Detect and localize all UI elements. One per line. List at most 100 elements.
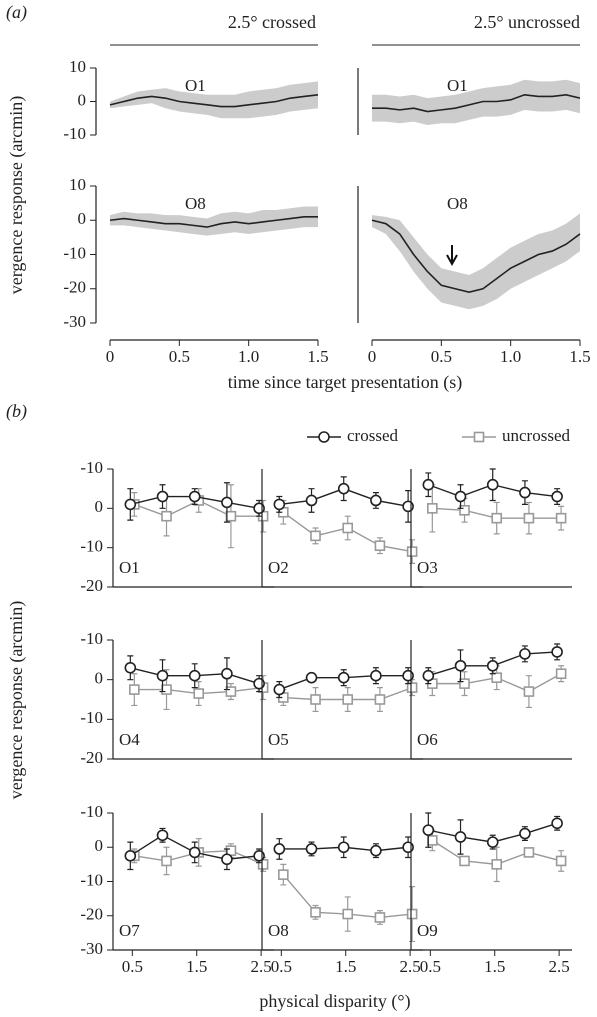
y-axis-label: vergence response (arcmin) bbox=[6, 601, 27, 800]
subplot-title: O9 bbox=[417, 921, 438, 940]
marker bbox=[193, 688, 205, 699]
y-tick-label: 0 bbox=[95, 497, 104, 516]
x-axis-label: time since target presentation (s) bbox=[228, 372, 463, 393]
subplot-title: O8 bbox=[447, 194, 468, 213]
y-tick-label: 0 bbox=[78, 90, 87, 109]
marker bbox=[422, 478, 435, 491]
marker bbox=[491, 859, 503, 870]
column-title: 2.5° crossed bbox=[228, 12, 316, 32]
marker bbox=[305, 843, 318, 855]
marker bbox=[129, 684, 140, 695]
y-tick-label: 0 bbox=[78, 209, 87, 228]
marker bbox=[422, 824, 435, 836]
y-axis-label: vergence response (arcmin) bbox=[6, 96, 27, 295]
column-title: 2.5° uncrossed bbox=[474, 12, 580, 32]
marker bbox=[161, 510, 172, 522]
subplot-title: O8 bbox=[268, 921, 289, 940]
y-tick-label: 10 bbox=[69, 57, 86, 76]
subplot-title: O5 bbox=[268, 730, 289, 749]
marker bbox=[161, 855, 172, 867]
legend-marker bbox=[318, 431, 330, 443]
annotation-arrow bbox=[446, 245, 458, 267]
y-tick-label: 0 bbox=[95, 836, 104, 855]
legend-label: uncrossed bbox=[502, 426, 570, 445]
marker bbox=[305, 671, 318, 684]
y-tick-label: -20 bbox=[80, 905, 103, 924]
marker bbox=[337, 482, 350, 495]
marker bbox=[555, 855, 567, 867]
marker bbox=[454, 831, 467, 843]
legend-label: crossed bbox=[347, 426, 398, 445]
marker bbox=[156, 669, 169, 682]
mean-line bbox=[109, 216, 318, 228]
marker bbox=[402, 500, 414, 513]
x-tick-label: 0 bbox=[368, 347, 377, 366]
y-tick-label: -10 bbox=[63, 243, 86, 262]
marker bbox=[221, 667, 233, 680]
x-tick-label: 1.5 bbox=[186, 957, 207, 976]
marker bbox=[342, 908, 354, 920]
y-tick-label: -10 bbox=[80, 708, 103, 727]
mean-line bbox=[371, 219, 581, 293]
y-tick-label: -10 bbox=[80, 870, 103, 889]
marker bbox=[156, 490, 169, 503]
subplot-title: O3 bbox=[417, 558, 438, 577]
x-tick-label: 1.5 bbox=[307, 347, 328, 366]
confidence-band bbox=[110, 81, 318, 119]
mean-line bbox=[372, 93, 581, 113]
legend-marker bbox=[473, 431, 485, 443]
marker bbox=[156, 829, 169, 842]
marker bbox=[124, 498, 137, 511]
marker bbox=[519, 486, 531, 499]
confidence-band bbox=[110, 206, 318, 236]
marker bbox=[519, 648, 531, 660]
x-tick-label: 0.5 bbox=[169, 347, 190, 366]
marker bbox=[406, 682, 418, 693]
marker bbox=[427, 835, 438, 846]
marker bbox=[491, 672, 503, 683]
marker bbox=[519, 827, 531, 840]
mean-line bbox=[109, 94, 319, 108]
marker bbox=[161, 684, 172, 695]
marker bbox=[310, 907, 321, 918]
y-tick-label: -30 bbox=[63, 312, 86, 331]
marker bbox=[523, 686, 535, 697]
x-tick-label: 2.5 bbox=[250, 957, 271, 976]
y-tick-label: -10 bbox=[80, 537, 103, 556]
panel-label: (a) bbox=[6, 2, 27, 23]
x-tick-label: 0.5 bbox=[271, 957, 292, 976]
marker bbox=[402, 841, 414, 854]
marker bbox=[551, 490, 563, 503]
y-tick-label: -20 bbox=[80, 748, 103, 767]
marker bbox=[253, 850, 265, 862]
marker bbox=[221, 853, 233, 866]
y-tick-label: -10 bbox=[80, 802, 103, 821]
x-tick-label: 2.5 bbox=[399, 957, 420, 976]
marker bbox=[188, 490, 201, 503]
y-tick-label: -20 bbox=[80, 576, 103, 595]
x-tick-label: 2.5 bbox=[548, 957, 569, 976]
marker bbox=[188, 846, 201, 859]
subplot-title: O7 bbox=[119, 921, 140, 940]
subplot-title: O4 bbox=[119, 730, 140, 749]
x-tick-label: 0.5 bbox=[122, 957, 143, 976]
marker bbox=[551, 646, 563, 658]
subplot-title: O2 bbox=[268, 558, 289, 577]
marker bbox=[422, 669, 435, 682]
marker bbox=[551, 817, 563, 830]
panel-label: (b) bbox=[6, 401, 27, 422]
marker bbox=[337, 841, 350, 854]
subplot-title: O6 bbox=[417, 730, 438, 749]
marker bbox=[124, 850, 137, 862]
marker bbox=[459, 504, 470, 516]
marker bbox=[406, 546, 418, 557]
marker bbox=[427, 503, 438, 514]
marker bbox=[459, 855, 470, 867]
marker bbox=[342, 694, 354, 705]
x-tick-label: 1.0 bbox=[238, 347, 259, 366]
marker bbox=[374, 694, 386, 705]
marker bbox=[523, 847, 535, 858]
marker bbox=[486, 659, 499, 672]
y-tick-label: -10 bbox=[63, 124, 86, 143]
